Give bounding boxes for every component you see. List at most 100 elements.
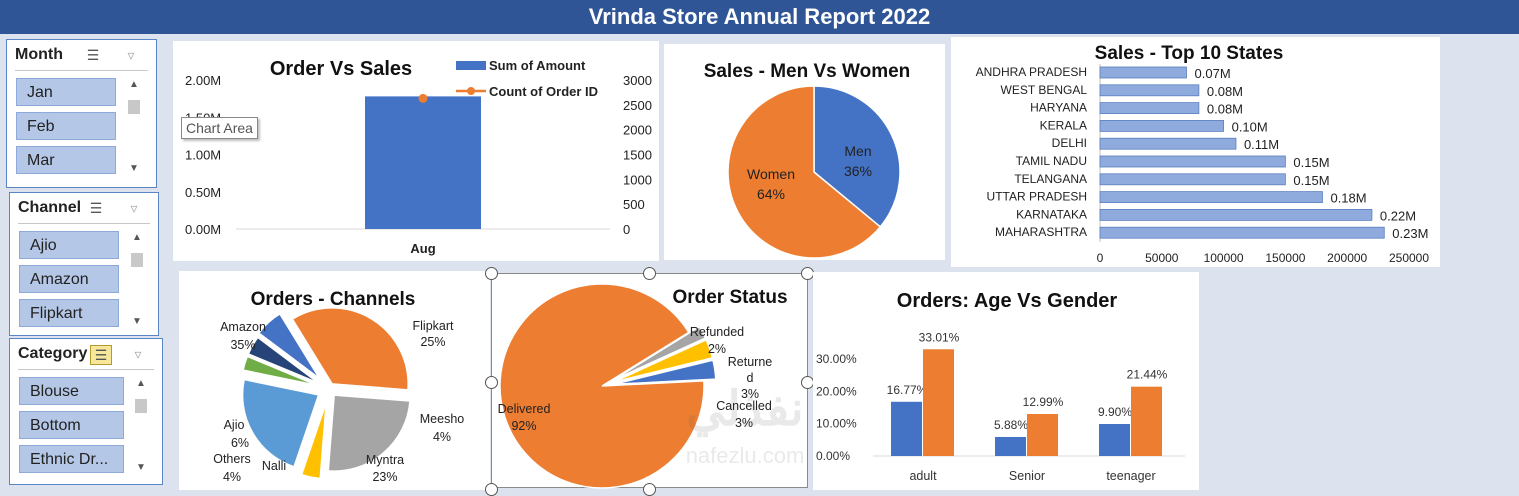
scroll-down-icon[interactable]: ▼ [136,462,146,473]
slicer-item-ethnic-dress[interactable]: Ethnic Dr... [19,445,124,473]
bar-telangana [1099,173,1286,186]
multi-select-icon[interactable]: ☰ [90,345,112,365]
data-label-senior-series-1: 12.99% [1023,395,1064,409]
legend-swatch-sum-of-amount [456,61,486,70]
scroll-thumb[interactable] [131,253,143,267]
legend-label-count-of-order-id: Count of Order ID [489,84,598,99]
slice-pct-flipkart: 25% [420,335,445,349]
slicer-item-bottom[interactable]: Bottom [19,411,124,439]
pie-slice-refunded [612,325,707,382]
pie-slice-ajio [257,312,321,380]
chart-title: Orders - Channels [251,289,416,310]
slicer-divider [15,70,148,71]
bar-andhra-pradesh [1099,66,1187,79]
resize-handle-n[interactable] [643,267,656,280]
month-slicer[interactable]: Month ☰ ▿ Jan Feb Mar ▲ ▼ [6,39,157,188]
data-label-west-bengal: 0.08M [1207,84,1243,99]
multi-select-icon[interactable]: ☰ [89,200,103,216]
data-label-kerala: 0.10M [1232,119,1268,134]
slice-pct-refunded: 2% [708,342,726,356]
data-label-teenager-series-0: 9.90% [1098,405,1132,419]
slice-label-cancelled: Cancelled [716,399,772,413]
clear-filter-icon[interactable]: ▿ [134,346,142,362]
scroll-down-icon[interactable]: ▼ [129,163,139,174]
bar-teenager-series-1 [1131,386,1162,456]
y-tick-label-karnataka: KARNATAKA [1016,207,1087,221]
slicer-item-ajio[interactable]: Ajio [19,231,119,259]
scroll-up-icon[interactable]: ▲ [136,378,146,389]
men-vs-women-panel[interactable]: Sales - Men Vs Women Men 36% Women 64% [664,44,945,260]
slice-pct-amazon: 35% [230,338,255,352]
data-label-adult-series-0: 16.77% [887,383,928,397]
slice-label-nalli: Nalli [262,459,286,473]
slice-label-others: Others [213,452,251,466]
data-label-delhi: 0.11M [1244,137,1279,152]
pie-slice-men [813,85,901,228]
orders-channels-panel[interactable]: Orders - Channels Amazon 35% Flipkart 25% Mee… [179,271,490,490]
scroll-thumb[interactable] [135,399,147,413]
chart-title: Sales - Top 10 States [1095,43,1284,64]
x-tick-label-teenager: teenager [1106,469,1155,483]
scroll-thumb[interactable] [128,100,140,114]
slicer-scrollbar[interactable]: ▲ ▼ [132,377,150,475]
clear-filter-icon[interactable]: ▿ [130,200,138,216]
men-vs-women-chart: Sales - Men Vs Women Men 36% Women 64% [704,61,911,259]
resize-handle-sw[interactable] [485,483,498,496]
order-status-panel[interactable]: Order Status Delivered 92% Refunded 2% Return… [491,273,808,489]
slice-pct-cancelled: 3% [735,416,753,430]
resize-handle-nw[interactable] [485,267,498,280]
y-left-tick-label: 0.00M [185,222,221,237]
bar-adult-series-0 [891,401,922,456]
slicer-scrollbar[interactable]: ▲ ▼ [125,78,143,176]
slicer-item-blouse[interactable]: Blouse [19,377,124,405]
slice-pct-ajio: 6% [231,436,249,450]
data-label-telangana: 0.15M [1293,173,1329,188]
bar-tamil-nadu [1099,155,1286,168]
scroll-up-icon[interactable]: ▲ [129,79,139,90]
top-states-chart: Sales - Top 10 States MAHARASHTRA 0.23M KAR… [976,43,1430,265]
chart-title: Sales - Men Vs Women [704,61,911,82]
chart-title: Order Status [672,287,787,308]
scroll-up-icon[interactable]: ▲ [132,232,142,243]
slicer-item-mar[interactable]: Mar [16,146,116,174]
legend-marker-count-of-order-id [467,87,475,95]
data-label-adult-series-1: 33.01% [919,330,960,344]
y-tick-label: 0.00% [816,449,850,463]
resize-handle-s[interactable] [643,483,656,496]
bar-teenager-series-0 [1099,423,1130,456]
order-status-chart: Order Status Delivered 92% Refunded 2%Return… [498,283,788,489]
channel-slicer-header: Channel [18,199,82,216]
y-tick-label: 10.00% [816,417,857,431]
y-left-tick-label: 0.50M [185,185,221,200]
top-states-panel[interactable]: Sales - Top 10 States MAHARASHTRA 0.23M KAR… [951,37,1440,267]
bar-adult-series-1 [923,349,954,456]
resize-handle-w[interactable] [485,376,498,389]
channel-slicer[interactable]: Channel ☰ ▿ Ajio Amazon Flipkart ▲ ▼ [9,192,159,336]
slicer-item-amazon[interactable]: Amazon [19,265,119,293]
category-slicer[interactable]: Category ☰ ▿ Blouse Bottom Ethnic Dr... … [9,338,163,485]
slice-label-refunded: Refunded [690,325,744,339]
slicer-divider [18,223,150,224]
bar-haryana [1099,102,1200,114]
slice-label-men: Men [844,143,871,159]
slicer-item-feb[interactable]: Feb [16,112,116,140]
y-tick-label: 30.00% [816,352,857,366]
slicer-item-jan[interactable]: Jan [16,78,116,106]
order-vs-sales-panel[interactable]: Order Vs Sales0.00M0.50M1.00M1.50M2.00M0… [173,41,659,261]
x-tick-label: Aug [410,241,435,256]
month-slicer-header: Month [15,46,63,63]
pie-slice-flipkart [327,394,411,472]
age-vs-gender-panel[interactable]: Orders: Age Vs Gender 0.00% 10.00% 20.00% 30… [813,272,1199,490]
clear-filter-icon[interactable]: ▿ [127,47,135,63]
multi-select-icon[interactable]: ☰ [86,47,100,63]
slice-label-myntra: Myntra [366,453,404,467]
orders-channels-chart: Orders - Channels Amazon 35% Flipkart 25% Mee… [213,289,464,484]
chart-area-tooltip: Chart Area [181,117,258,139]
bar-delhi [1099,137,1237,150]
y-left-tick-label: 1.00M [185,148,221,163]
slicer-item-flipkart[interactable]: Flipkart [19,299,119,327]
chart-title: Orders: Age Vs Gender [897,290,1118,312]
scroll-down-icon[interactable]: ▼ [132,316,142,327]
slicer-scrollbar[interactable]: ▲ ▼ [128,231,146,329]
pie-slice-women [727,85,882,259]
